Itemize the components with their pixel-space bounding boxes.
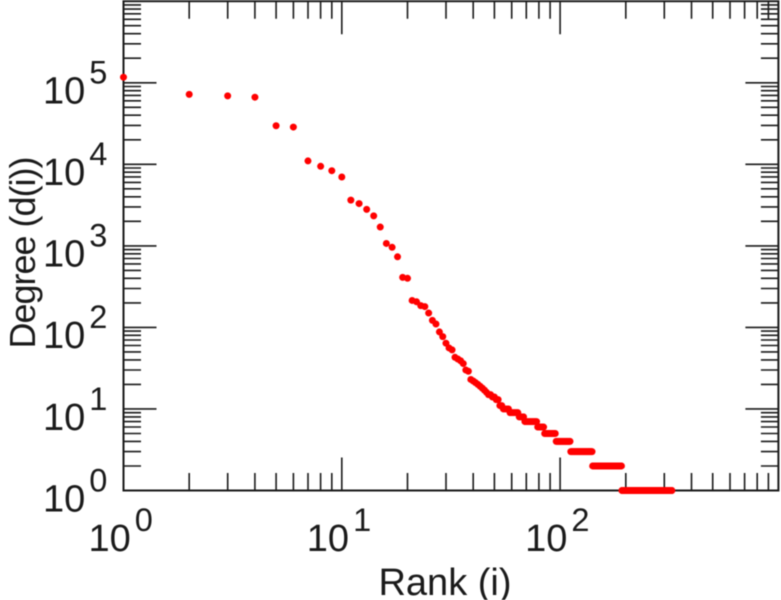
svg-text:Degree (d(i)): Degree (d(i))	[2, 157, 43, 348]
svg-text:Rank (i): Rank (i)	[378, 562, 511, 600]
